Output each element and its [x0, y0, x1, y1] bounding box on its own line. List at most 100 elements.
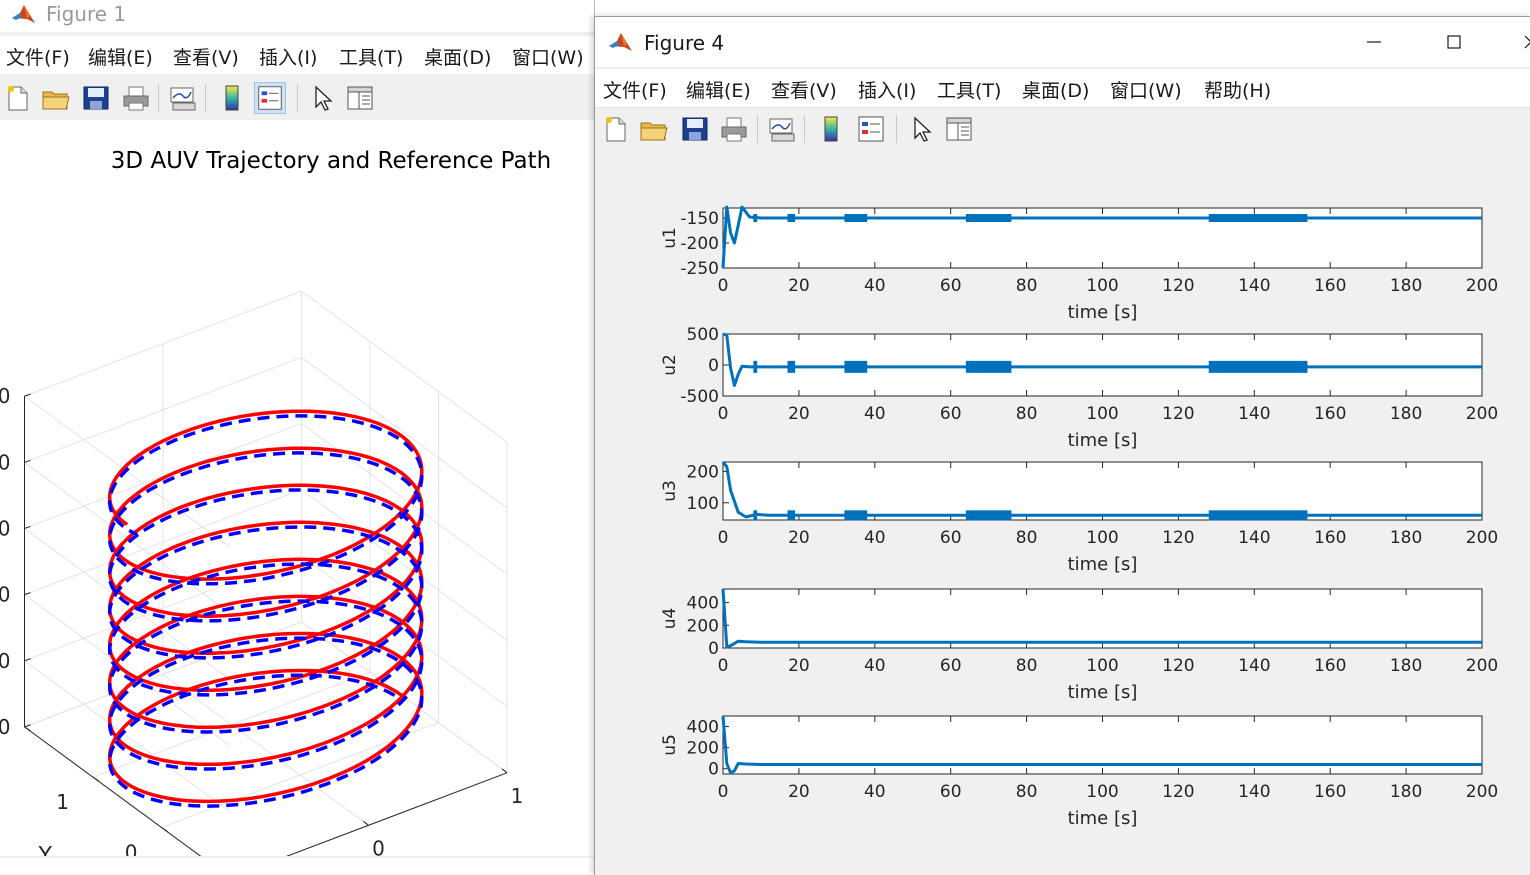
menu-insert[interactable]: 插入(I) [259, 47, 318, 69]
x-tick-label: 120 [1162, 656, 1194, 676]
x-tick-label: 0 [718, 528, 729, 548]
print-icon[interactable] [718, 113, 750, 145]
x-tick-label: 140 [1238, 528, 1270, 548]
legend-icon[interactable] [855, 113, 887, 145]
figure-4-window[interactable]: Figure 4 文件(F) 编辑(E) 查看(V) 插入(I) 工具(T) 桌… [594, 16, 1530, 875]
property-inspector-icon[interactable] [344, 82, 376, 114]
link-plot-icon[interactable] [766, 113, 798, 145]
minimize-icon[interactable] [1362, 30, 1386, 54]
save-icon[interactable] [679, 113, 711, 145]
legend-button[interactable] [254, 82, 286, 114]
x-tick-label: 120 [1162, 528, 1194, 548]
x-tick-label: 40 [864, 528, 886, 548]
close-icon[interactable] [1519, 30, 1530, 54]
menu-edit[interactable]: 编辑(E) [88, 47, 153, 69]
menu-view[interactable]: 查看(V) [173, 47, 239, 69]
open-folder-icon[interactable] [40, 82, 72, 114]
figure-1-axes-area[interactable]: 050100150200250-1012-101ZYX3D AUV Trajec… [0, 120, 595, 858]
menu-insert[interactable]: 插入(I) [858, 80, 917, 102]
chatter-segment [787, 360, 796, 373]
x-tick-label: 160 [1314, 276, 1346, 296]
x-tick-label: 160 [1314, 656, 1346, 676]
menu-file[interactable]: 文件(F) [603, 80, 667, 102]
menu-desktop[interactable]: 桌面(D) [424, 47, 492, 69]
menu-desktop[interactable]: 桌面(D) [1022, 80, 1090, 102]
y-axis-label: Y [38, 843, 53, 856]
subplot-u2: 0 20 40 60 80 100 120 140 160 180 2005000-500time … [660, 325, 1498, 451]
grid-line [301, 423, 508, 575]
x-tick-label: 60 [940, 782, 962, 802]
x-tick-label: 80 [1016, 656, 1038, 676]
z-tick [24, 592, 31, 596]
x-tick-label: 80 [1016, 404, 1038, 424]
x-tick [363, 820, 369, 826]
y-tick-label: -500 [680, 387, 719, 407]
grid-line [301, 555, 508, 708]
new-figure-icon[interactable] [2, 82, 34, 114]
menu-window[interactable]: 窗口(W) [1110, 80, 1182, 102]
open-folder-icon[interactable] [638, 113, 670, 145]
menu-help[interactable]: 帮助(H) [1204, 80, 1272, 102]
z-tick-label: 250 [0, 384, 11, 408]
figure-4-toolbar [595, 109, 1530, 149]
print-icon[interactable] [120, 82, 152, 114]
x-tick-label: 100 [1086, 404, 1118, 424]
chatter-segment [844, 510, 868, 521]
figure-1-menubar: 文件(F) 编辑(E) 查看(V) 插入(I) 工具(T) 桌面(D) 窗口(W… [0, 36, 594, 74]
x-tick-label: 140 [1238, 782, 1270, 802]
x-tick-label: 120 [1162, 276, 1194, 296]
figure-1-window[interactable]: Figure 1 文件(F) 编辑(E) 查看(V) 插入(I) 工具(T) 桌… [0, 0, 595, 858]
link-plot-icon[interactable] [167, 82, 199, 114]
x-tick-label: 60 [940, 276, 962, 296]
save-icon[interactable] [80, 82, 112, 114]
figure-4-menubar: 文件(F) 编辑(E) 查看(V) 插入(I) 工具(T) 桌面(D) 窗口(W… [595, 69, 1530, 108]
x-tick-label: 20 [788, 656, 810, 676]
x-tick-label: 100 [1086, 656, 1118, 676]
chatter-segment [787, 510, 796, 521]
subplot-axes-box [722, 333, 1483, 397]
pointer-icon[interactable] [905, 113, 937, 145]
x-tick-label: 200 [1466, 404, 1498, 424]
chatter-segment [1208, 214, 1308, 222]
x-tick-label: 0 [718, 276, 729, 296]
new-figure-icon[interactable] [600, 113, 632, 145]
property-inspector-icon[interactable] [943, 113, 975, 145]
x-axis-label: time [s] [1068, 808, 1138, 829]
figure-1-title: Figure 1 [46, 2, 127, 26]
figure-1-titlebar[interactable]: Figure 1 [0, 0, 594, 32]
menu-window[interactable]: 窗口(W) [512, 47, 584, 69]
maximize-icon[interactable] [1442, 30, 1466, 54]
pointer-icon[interactable] [306, 82, 338, 114]
x-tick-label: 0 [718, 404, 729, 424]
colorbar-icon[interactable] [216, 82, 248, 114]
figure-4-axes-area[interactable]: 0 20 40 60 80 100 120 140 160 180 200 -150 -200 -250 t… [595, 151, 1530, 875]
x-tick-label: 40 [864, 656, 886, 676]
trajectory-3d-plot[interactable]: 050100150200250-1012-101ZYX3D AUV Trajec… [0, 120, 595, 858]
x-tick-label: 200 [1466, 276, 1498, 296]
menu-tools[interactable]: 工具(T) [937, 80, 1002, 102]
menu-view[interactable]: 查看(V) [771, 80, 837, 102]
x-tick-label: 20 [788, 276, 810, 296]
y-tick [92, 776, 100, 782]
x-tick-label: 140 [1238, 656, 1270, 676]
y-tick-label: -250 [680, 259, 719, 279]
subplot-u3: 0 20 40 60 80 100 120 140 160 180 200 200 100 time [s… [660, 461, 1498, 575]
menu-edit[interactable]: 编辑(E) [686, 80, 751, 102]
chatter-segment [753, 360, 758, 373]
figure-1-toolbar [0, 78, 594, 118]
x-tick-label: 140 [1238, 404, 1270, 424]
menu-file[interactable]: 文件(F) [6, 47, 70, 69]
menu-tools[interactable]: 工具(T) [339, 47, 404, 69]
x-axis-label: time [s] [1068, 682, 1138, 703]
x-tick-label: 120 [1162, 404, 1194, 424]
figure-4-titlebar[interactable]: Figure 4 [595, 17, 1530, 67]
y-axis-label: u2 [660, 354, 680, 376]
control-inputs-subplots[interactable]: 0 20 40 60 80 100 120 140 160 180 200-150-200-250t… [595, 151, 1530, 875]
signal-line [721, 588, 1482, 649]
x-tick-label: 0 [718, 656, 729, 676]
x-tick-label: 80 [1016, 276, 1038, 296]
x-tick-label: 180 [1390, 404, 1422, 424]
chatter-segment [844, 360, 868, 373]
y-axis-label: u1 [660, 227, 680, 249]
colorbar-icon[interactable] [815, 113, 847, 145]
